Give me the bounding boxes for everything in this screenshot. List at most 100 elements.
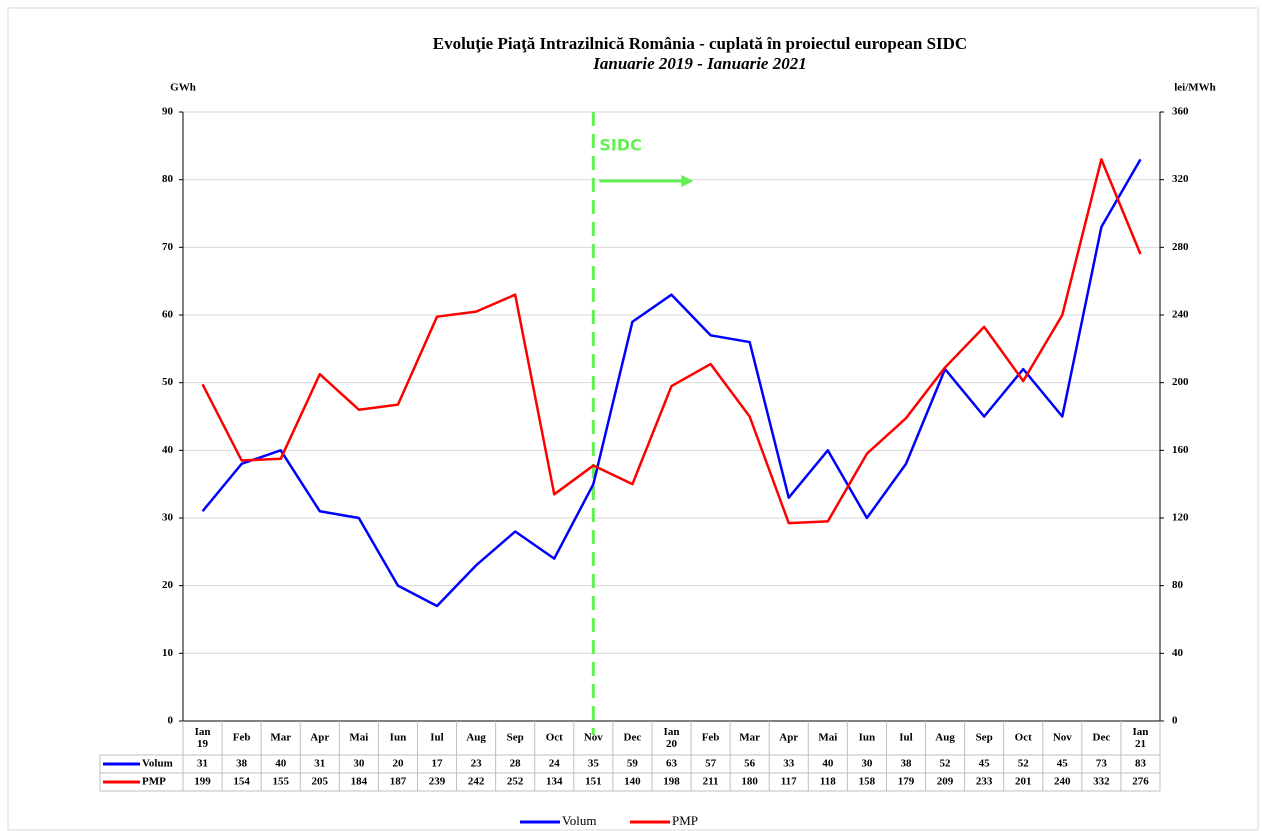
y-tick-label: 80: [162, 173, 174, 185]
y2-tick-label: 240: [1172, 309, 1189, 321]
table-value: 38: [236, 758, 248, 770]
table-value: 40: [275, 758, 287, 770]
x-tick-label: Oct: [546, 732, 563, 744]
table-value: 198: [663, 776, 680, 788]
annotation-arrowhead: [681, 175, 694, 187]
table-value: 276: [1132, 776, 1149, 788]
x-tick-label: Sep: [976, 732, 993, 744]
x-tick-label: Ian 20: [664, 725, 680, 749]
table-value: 158: [859, 776, 876, 788]
table-row-label: Volum: [142, 758, 173, 770]
table-value: 134: [546, 776, 563, 788]
y2-tick-label: 0: [1172, 715, 1178, 727]
x-tick-label: Iul: [430, 732, 443, 744]
table-value: 57: [705, 758, 717, 770]
table-value: 199: [194, 776, 211, 788]
y-tick-label: 30: [162, 512, 174, 524]
table-value: 30: [353, 758, 365, 770]
x-tick-label: Feb: [702, 732, 720, 744]
table-value: 17: [432, 758, 444, 770]
x-tick-label: Feb: [233, 732, 251, 744]
table-value: 30: [861, 758, 873, 770]
table-value: 45: [1057, 758, 1069, 770]
y2-tick-label: 80: [1172, 579, 1184, 591]
y-tick-label: 90: [162, 106, 174, 118]
table-value: 40: [822, 758, 834, 770]
table-value: 31: [314, 758, 325, 770]
table-value: 24: [549, 758, 561, 770]
x-tick-label: Iun: [859, 732, 876, 744]
table-value: 240: [1054, 776, 1071, 788]
y-tick-label: 20: [162, 579, 174, 591]
table-value: 83: [1135, 758, 1147, 770]
table-value: 179: [898, 776, 915, 788]
table-value: 205: [312, 776, 329, 788]
x-tick-label: Iul: [899, 732, 912, 744]
x-tick-label: Mar: [270, 732, 291, 744]
table-value: 28: [510, 758, 522, 770]
table-value: 187: [390, 776, 407, 788]
table-value: 252: [507, 776, 524, 788]
table-value: 52: [940, 758, 952, 770]
series-line: [201, 158, 1142, 525]
table-row-label: PMP: [142, 776, 166, 788]
table-value: 242: [468, 776, 485, 788]
table-value: 140: [624, 776, 641, 788]
table-value: 56: [744, 758, 756, 770]
x-tick-label: Dec: [624, 732, 642, 744]
y2-tick-label: 40: [1172, 647, 1184, 659]
x-tick-label: Apr: [779, 732, 798, 744]
annotation-text: SIDC: [599, 136, 642, 155]
y2-tick-label: 360: [1172, 106, 1189, 118]
legend-label: PMP: [672, 813, 698, 828]
series-line: [201, 158, 1142, 608]
x-tick-label: Oct: [1015, 732, 1032, 744]
table-value: 332: [1093, 776, 1110, 788]
table-value: 33: [783, 758, 795, 770]
table-value: 117: [781, 776, 797, 788]
x-tick-label: Sep: [507, 732, 524, 744]
x-tick-label: Mai: [818, 732, 837, 744]
table-value: 63: [666, 758, 678, 770]
x-tick-label: Iun: [390, 732, 407, 744]
chart-title: Evoluţie Piaţă Intrazilnică România - cu…: [433, 34, 967, 53]
x-tick-label: Nov: [1053, 732, 1072, 744]
x-tick-label: Ian 19: [195, 725, 211, 749]
table-value: 233: [976, 776, 993, 788]
y-tick-label: 60: [162, 309, 174, 321]
x-tick-label: Ian 21: [1133, 725, 1149, 749]
table-value: 151: [585, 776, 602, 788]
y2-tick-label: 160: [1172, 444, 1189, 456]
y2-tick-label: 120: [1172, 512, 1189, 524]
y2-tick-label: 280: [1172, 241, 1189, 253]
table-value: 35: [588, 758, 600, 770]
legend-label: Volum: [562, 813, 596, 828]
table-value: 52: [1018, 758, 1030, 770]
table-value: 118: [820, 776, 836, 788]
y-tick-label: 40: [162, 444, 174, 456]
table-value: 154: [233, 776, 250, 788]
chart-border: [7, 7, 1259, 831]
x-tick-label: Mar: [739, 732, 760, 744]
table-value: 180: [741, 776, 758, 788]
x-tick-label: Dec: [1093, 732, 1111, 744]
x-tick-label: Aug: [935, 732, 955, 744]
table-value: 59: [627, 758, 639, 770]
chart-subtitle: Ianuarie 2019 - Ianuarie 2021: [592, 54, 806, 73]
y2-axis-label: lei/MWh: [1174, 82, 1216, 94]
y2-tick-label: 200: [1172, 376, 1189, 388]
y2-tick-label: 320: [1172, 173, 1189, 185]
table-value: 23: [471, 758, 483, 770]
y-tick-label: 50: [162, 376, 174, 388]
table-value: 201: [1015, 776, 1032, 788]
y-tick-label: 0: [168, 715, 174, 727]
table-value: 155: [272, 776, 289, 788]
y-tick-label: 10: [162, 647, 174, 659]
x-tick-label: Aug: [466, 732, 486, 744]
x-tick-label: Mai: [349, 732, 368, 744]
y-tick-label: 70: [162, 241, 174, 253]
x-tick-label: Apr: [310, 732, 329, 744]
table-value: 45: [979, 758, 991, 770]
table-value: 184: [351, 776, 368, 788]
